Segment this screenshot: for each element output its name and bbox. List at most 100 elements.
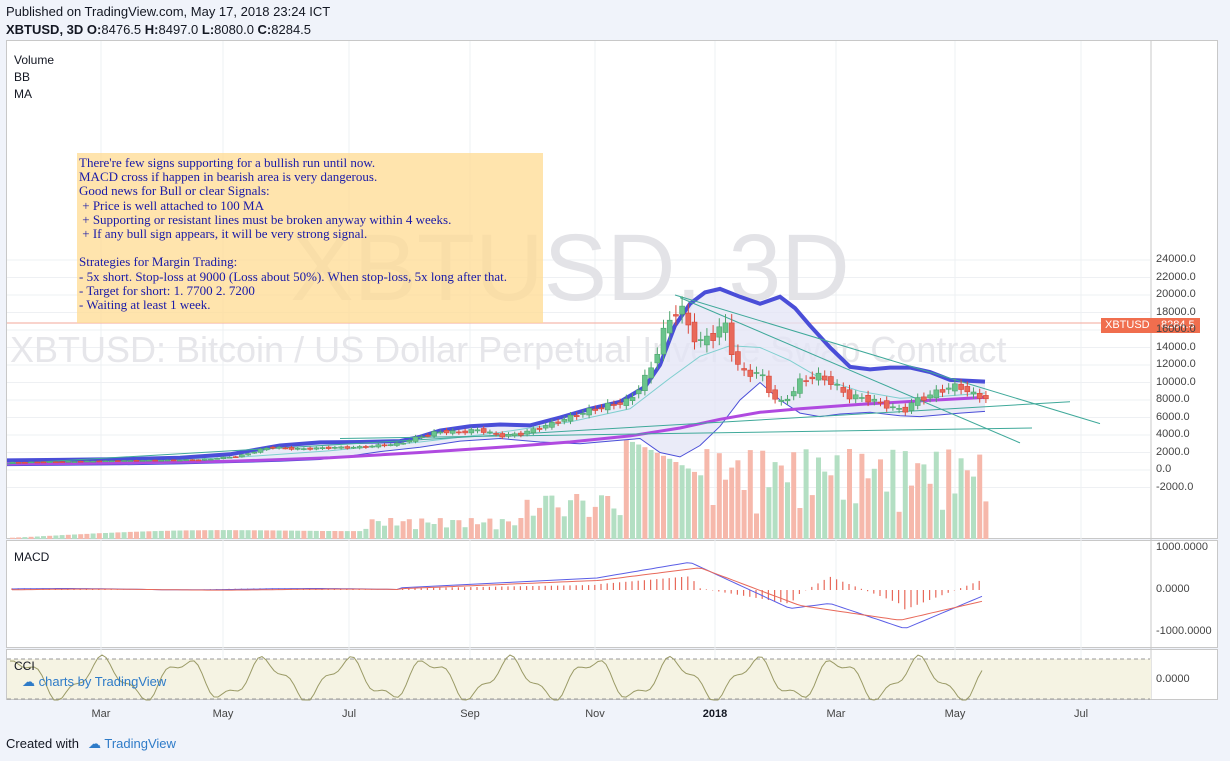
volume-bar <box>462 527 468 539</box>
candle-body <box>753 372 760 374</box>
cloud-icon: ☁ <box>22 674 35 689</box>
candle-body <box>319 447 326 450</box>
volume-bar <box>896 511 902 539</box>
volume-bar <box>853 503 859 539</box>
trend-line <box>6 401 1071 465</box>
candle-body <box>96 460 103 463</box>
candle-body <box>301 448 307 450</box>
symbol-label[interactable]: XBTUSD, 3D <box>6 22 84 37</box>
macd-label[interactable]: MACD <box>14 550 50 564</box>
volume-bar <box>971 476 976 539</box>
bb-label[interactable]: BB <box>14 70 31 84</box>
macd-axis-label: 1000.0000 <box>1156 541 1208 553</box>
x-axis-label: Sep <box>460 708 480 720</box>
volume-bar <box>871 468 877 539</box>
candle-body <box>40 461 47 464</box>
volume-bar <box>53 535 59 539</box>
annotation-note[interactable]: There're few signs supporting for a bull… <box>77 153 543 323</box>
candle-body <box>859 397 865 399</box>
candle-body <box>270 446 276 449</box>
macd-panel[interactable] <box>6 540 1218 648</box>
candle-body <box>865 394 871 403</box>
ma-label[interactable]: MA <box>14 87 32 101</box>
candle-body <box>15 461 22 464</box>
candle-body <box>741 368 747 371</box>
candle-body <box>549 421 555 428</box>
candle-body <box>381 444 388 447</box>
candle-body <box>821 375 828 381</box>
annotation-line: - Target for short: 1. 7700 2. 7200 <box>79 282 255 298</box>
price-axis-label: 24000.0 <box>1156 253 1196 265</box>
candle-body <box>815 372 822 381</box>
volume-bar <box>189 530 195 539</box>
candle-body <box>313 447 320 450</box>
charts-by-tradingview[interactable]: ☁ charts by TradingView <box>22 674 167 689</box>
ma-line <box>6 395 986 466</box>
volume-bar <box>716 453 722 539</box>
volume-bar <box>661 455 666 539</box>
candle-body <box>387 444 394 447</box>
cci-label[interactable]: CCI <box>14 659 35 673</box>
annotation-line: + If any bull sign appears, it will be v… <box>79 226 368 242</box>
candle-body <box>908 402 915 411</box>
cci-line <box>9 654 983 701</box>
candle-body <box>307 447 313 450</box>
volume-bar <box>295 530 301 539</box>
volume-bar <box>394 525 400 539</box>
volume-bar <box>723 479 728 539</box>
volume-bar <box>785 482 790 539</box>
volume-bar <box>264 530 270 539</box>
candle-body <box>834 383 840 386</box>
candle-body <box>555 421 561 424</box>
candle-body <box>133 459 140 462</box>
volume-bar <box>493 529 499 539</box>
volume-bar <box>28 536 34 539</box>
volume-bar <box>685 468 691 539</box>
volume-bar <box>679 465 685 539</box>
candle-body <box>890 406 896 409</box>
volume-bar <box>171 530 177 539</box>
volume-label[interactable]: Volume <box>14 53 55 67</box>
candle-body <box>945 387 952 390</box>
volume-bar <box>617 515 623 539</box>
volume-bar <box>747 450 753 539</box>
volume-bar <box>456 520 462 539</box>
volume-bar <box>475 524 480 539</box>
x-axis-label: Mar <box>826 708 846 720</box>
volume-bar <box>78 534 84 539</box>
annotation-line: MACD cross if happen in bearish area is … <box>79 169 378 185</box>
candle-body <box>108 460 115 463</box>
candle-body <box>102 460 109 463</box>
volume-bar <box>710 505 716 539</box>
candle-body <box>766 375 772 393</box>
annotation-line: + Supporting or resistant lines must be … <box>79 211 452 227</box>
price-axis-label: 2000.0 <box>1156 445 1190 458</box>
bb-lower-line <box>6 381 986 467</box>
candle-body <box>784 398 791 402</box>
candle-body <box>722 322 729 333</box>
volume-bar <box>72 534 77 539</box>
volume-bar <box>437 518 443 539</box>
volume-bar <box>940 509 945 539</box>
candle-body <box>902 406 909 413</box>
candle-body <box>177 459 183 462</box>
candle-body <box>226 456 233 459</box>
candle-body <box>648 367 654 379</box>
volume-bar <box>121 532 127 539</box>
volume-bar <box>196 530 201 539</box>
candle-body <box>629 397 636 401</box>
candle-body <box>797 378 803 394</box>
candle-body <box>245 453 251 456</box>
candle-body <box>53 461 59 464</box>
tradingview-footer-logo[interactable]: ☁ TradingView <box>88 736 176 751</box>
volume-bar <box>599 495 604 539</box>
volume-bar <box>847 449 852 539</box>
price-axis-label: 22000.0 <box>1156 270 1196 283</box>
candle-body <box>338 446 344 449</box>
candle-body <box>77 460 84 463</box>
volume-bar <box>357 531 363 539</box>
volume-bar <box>580 500 586 539</box>
volume-bar <box>375 521 381 539</box>
volume-bar <box>902 451 908 539</box>
volume-bar <box>165 530 170 539</box>
